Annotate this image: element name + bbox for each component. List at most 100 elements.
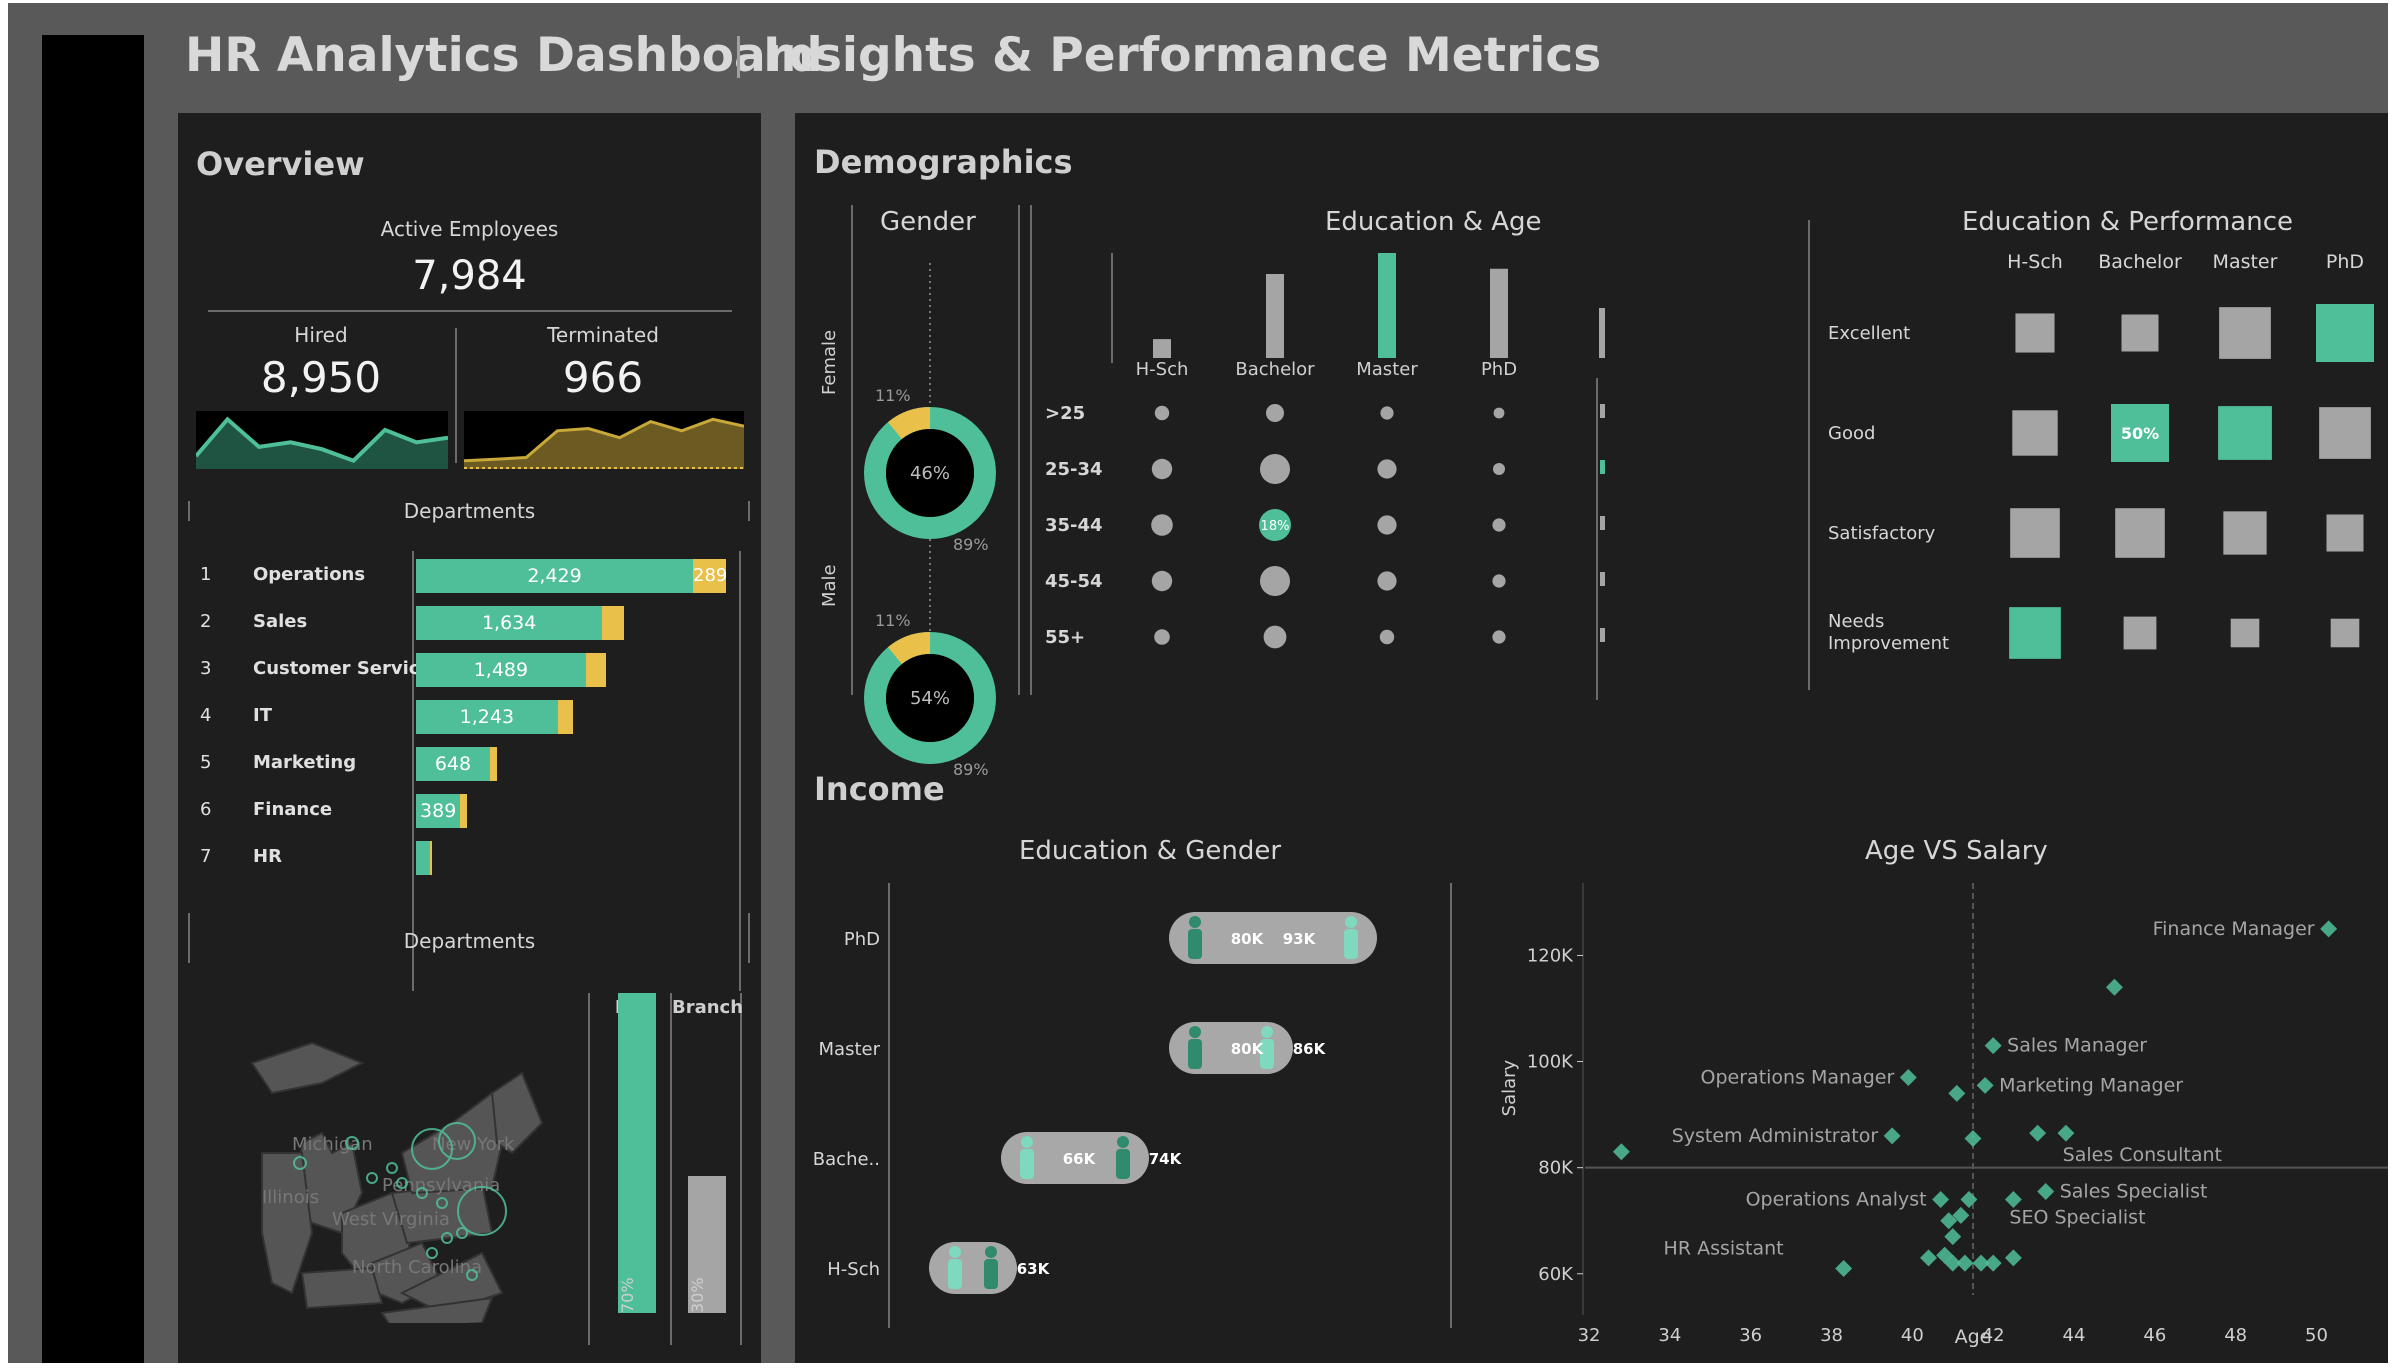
dept-active-bar[interactable]: 1,243 xyxy=(416,700,558,734)
dept-terminated-bar[interactable] xyxy=(489,747,497,781)
salary-point[interactable] xyxy=(1899,1068,1917,1086)
income-range-pill[interactable] xyxy=(1001,1132,1149,1184)
age-total-bar[interactable] xyxy=(1600,628,1605,642)
salary-point[interactable] xyxy=(1972,1254,1990,1272)
salary-point[interactable] xyxy=(1964,1130,1982,1147)
salary-point[interactable] xyxy=(2057,1124,2075,1142)
age-total-bar[interactable] xyxy=(1600,516,1605,530)
dept-terminated-bar[interactable] xyxy=(602,606,625,640)
perf-cell[interactable] xyxy=(2111,404,2169,462)
female-donut[interactable] xyxy=(855,396,1007,551)
female-figure-icon[interactable] xyxy=(1260,1026,1274,1069)
perf-cell[interactable] xyxy=(2015,313,2055,353)
salary-point[interactable] xyxy=(1612,1143,1630,1161)
edu-age-bubble[interactable] xyxy=(1377,571,1397,591)
salary-point[interactable] xyxy=(1932,1191,1950,1208)
edu-age-bubble[interactable] xyxy=(1492,630,1506,644)
salary-point[interactable] xyxy=(2320,920,2338,938)
perf-cell[interactable] xyxy=(2009,607,2061,659)
perf-cell[interactable] xyxy=(2123,616,2157,650)
perf-cell[interactable] xyxy=(2218,406,2272,460)
edu-age-bubble[interactable] xyxy=(1154,405,1170,421)
age-total-bar[interactable] xyxy=(1600,460,1605,474)
state-map[interactable]: Michigan New York Pennsylvania Illinois … xyxy=(192,993,582,1323)
female-figure-icon[interactable] xyxy=(948,1246,962,1289)
salary-point[interactable] xyxy=(1960,1191,1978,1208)
salary-point[interactable] xyxy=(1944,1254,1962,1272)
dept-active-bar[interactable]: 648 xyxy=(416,747,490,781)
salary-point[interactable] xyxy=(1956,1254,1974,1272)
perf-cell[interactable] xyxy=(2230,618,2260,648)
salary-point[interactable] xyxy=(1920,1249,1938,1267)
male-figure-icon[interactable] xyxy=(1116,1136,1130,1179)
dept-terminated-bar[interactable]: 289 xyxy=(693,559,726,593)
hq-bar[interactable] xyxy=(618,993,656,1313)
age-total-bar[interactable] xyxy=(1600,404,1605,418)
dept-terminated-bar[interactable] xyxy=(557,700,573,734)
salary-point[interactable] xyxy=(1984,1037,2002,1055)
dept-active-bar[interactable] xyxy=(416,841,430,875)
donut-terminated-arc[interactable] xyxy=(855,621,1007,776)
salary-point[interactable] xyxy=(1984,1254,2002,1272)
dept-terminated-bar[interactable] xyxy=(429,841,432,875)
perf-cell[interactable] xyxy=(2223,511,2267,555)
male-figure-icon[interactable] xyxy=(1188,1026,1202,1069)
edu-age-bubble[interactable] xyxy=(1263,625,1287,649)
salary-point[interactable] xyxy=(2105,978,2123,996)
salary-point[interactable] xyxy=(1883,1127,1901,1145)
edu-total-bar[interactable] xyxy=(1599,308,1605,358)
dept-terminated-bar[interactable] xyxy=(585,653,607,687)
salary-point[interactable] xyxy=(1976,1076,1994,1094)
salary-point[interactable] xyxy=(1944,1228,1962,1246)
dept-terminated-bar[interactable] xyxy=(460,794,467,828)
perf-cell[interactable] xyxy=(2010,508,2060,558)
income-range-pill[interactable] xyxy=(929,1242,1017,1294)
dept-active-bar[interactable]: 1,489 xyxy=(416,653,586,687)
perf-cell[interactable] xyxy=(2115,508,2165,558)
branch-bar[interactable] xyxy=(688,1175,726,1313)
edu-total-bar[interactable] xyxy=(1378,253,1396,358)
edu-age-bubble[interactable] xyxy=(1379,629,1395,645)
perf-cell[interactable] xyxy=(2012,410,2058,456)
edu-total-bar[interactable] xyxy=(1153,339,1171,358)
perf-cell[interactable] xyxy=(2330,618,2360,648)
edu-age-bubble[interactable] xyxy=(1380,406,1394,420)
salary-point[interactable] xyxy=(1952,1206,1970,1224)
salary-point[interactable] xyxy=(2037,1183,2055,1201)
dept-active-bar[interactable]: 2,429 xyxy=(416,559,694,593)
perf-cell[interactable] xyxy=(2326,514,2364,552)
edu-age-bubble[interactable] xyxy=(1492,518,1506,532)
donut-terminated-arc[interactable] xyxy=(855,396,1007,551)
edu-age-bubble[interactable] xyxy=(1377,515,1397,535)
edu-age-bubble[interactable] xyxy=(1151,570,1173,592)
edu-age-bubble[interactable] xyxy=(1151,514,1173,536)
edu-age-bubble[interactable] xyxy=(1493,407,1505,419)
perf-cell[interactable] xyxy=(2319,407,2371,459)
edu-age-bubble[interactable] xyxy=(1377,459,1397,479)
female-figure-icon[interactable] xyxy=(1344,916,1358,959)
salary-point[interactable] xyxy=(1940,1212,1958,1230)
male-figure-icon[interactable] xyxy=(984,1246,998,1289)
male-donut[interactable] xyxy=(855,621,1007,776)
dept-active-bar[interactable]: 389 xyxy=(416,794,461,828)
female-figure-icon[interactable] xyxy=(1020,1136,1034,1179)
perf-cell[interactable] xyxy=(2121,314,2159,352)
salary-point[interactable] xyxy=(1948,1084,1966,1102)
edu-age-bubble[interactable] xyxy=(1260,566,1290,596)
income-range-pill[interactable] xyxy=(1169,912,1377,964)
perf-cell[interactable] xyxy=(2219,307,2271,359)
edu-age-bubble[interactable] xyxy=(1259,509,1291,541)
salary-point[interactable] xyxy=(2004,1249,2022,1267)
edu-age-bubble[interactable] xyxy=(1151,458,1173,480)
perf-cell[interactable] xyxy=(2316,304,2374,362)
dept-active-bar[interactable]: 1,634 xyxy=(416,606,603,640)
edu-age-bubble[interactable] xyxy=(1260,454,1290,484)
salary-point[interactable] xyxy=(2004,1191,2022,1208)
salary-point[interactable] xyxy=(1835,1259,1853,1277)
edu-total-bar[interactable] xyxy=(1266,274,1284,358)
edu-age-bubble[interactable] xyxy=(1492,574,1506,588)
edu-total-bar[interactable] xyxy=(1490,268,1508,358)
edu-age-bubble[interactable] xyxy=(1493,463,1505,475)
edu-age-bubble[interactable] xyxy=(1266,404,1284,422)
salary-point[interactable] xyxy=(2029,1124,2047,1142)
